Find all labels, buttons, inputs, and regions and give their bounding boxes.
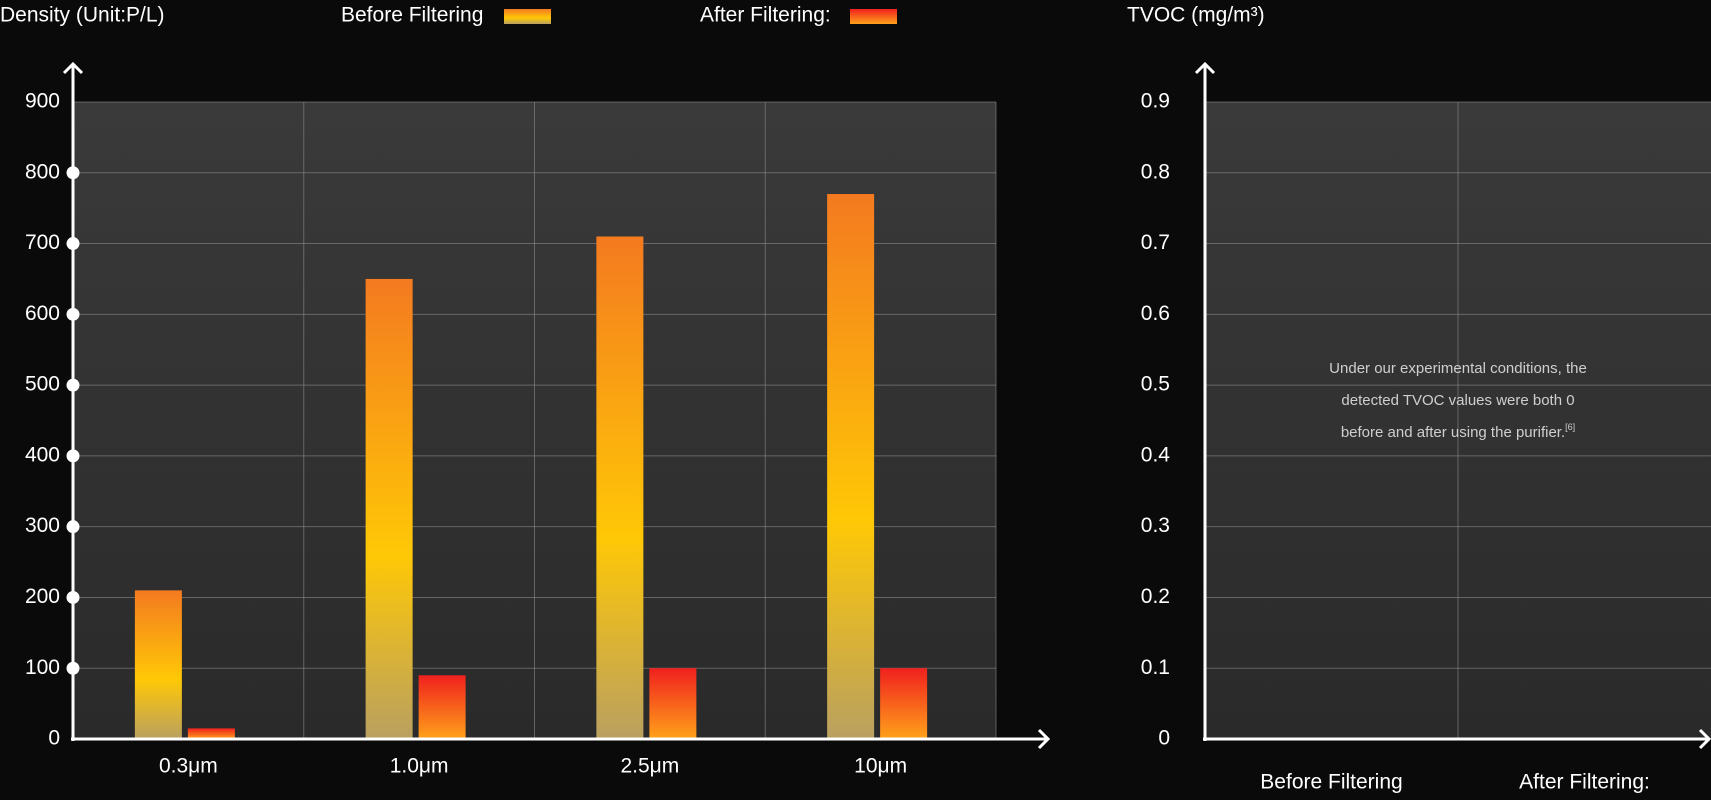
y-tick-label: 0 — [48, 727, 60, 750]
annotation-line: before and after using the purifier. — [1341, 424, 1565, 441]
charts: Density (Unit:P/L) 0 100 200 300 400 500 600 700… — [0, 4, 1711, 794]
x-tick-label: Before Filtering — [1260, 771, 1402, 794]
tick-dot — [66, 307, 80, 321]
tick-dot — [66, 166, 80, 180]
tick-dot — [66, 590, 80, 604]
bar — [365, 278, 413, 739]
annotation: Under our experimental conditions, the — [1329, 360, 1587, 377]
tick-dot — [66, 449, 80, 463]
y-tick-label: 0.9 — [1141, 90, 1170, 113]
x-axis — [71, 728, 1051, 750]
legend-swatch — [850, 9, 897, 24]
y-tick-label: 0.5 — [1141, 373, 1170, 396]
bar — [827, 194, 875, 739]
y-tick-label: 0.1 — [1141, 656, 1170, 679]
y-tick-label: 0.7 — [1141, 231, 1170, 254]
legend-label: After Filtering: — [700, 4, 831, 27]
y-tick-label: 500 — [25, 373, 60, 396]
y-tick-label: 900 — [25, 90, 60, 113]
y-tick-label: 0.3 — [1141, 514, 1170, 537]
x-tick-label: After Filtering: — [1519, 771, 1650, 794]
legend-swatch — [504, 9, 551, 24]
y-tick-label: 200 — [25, 585, 60, 608]
chart-title: TVOC (mg/m³) — [1127, 4, 1265, 27]
y-tick-label: 400 — [25, 443, 60, 466]
annotation: detected TVOC values were both 0 — [1341, 392, 1574, 409]
bar — [134, 590, 182, 739]
y-tick-label: 0.2 — [1141, 585, 1170, 608]
legend-label: Before Filtering — [341, 4, 483, 27]
y-tick-label: 0.4 — [1141, 443, 1171, 466]
tick-dot — [66, 378, 80, 392]
x-tick-label: 0.3μm — [159, 755, 218, 778]
bar — [187, 728, 235, 739]
bar — [596, 236, 644, 739]
y-tick-label: 0 — [1158, 727, 1170, 750]
x-tick-label: 2.5μm — [620, 755, 679, 778]
tick-dot — [66, 237, 80, 251]
y-tick-label: 0.6 — [1141, 302, 1170, 325]
y-tick-label: 600 — [25, 302, 60, 325]
y-tick-label: 800 — [25, 160, 60, 183]
x-tick-label: 1.0μm — [390, 755, 449, 778]
annotation-ref: [6] — [1565, 422, 1575, 432]
bar — [418, 675, 466, 739]
tick-dot — [66, 520, 80, 534]
tick-dot — [66, 661, 80, 675]
y-tick-label: 0.8 — [1141, 160, 1170, 183]
y-tick-label: 300 — [25, 514, 60, 537]
x-tick-label: 10μm — [854, 755, 907, 778]
y-tick-label: 700 — [25, 231, 60, 254]
bar — [649, 668, 697, 739]
y-axis — [1194, 61, 1216, 741]
chart-title: Density (Unit:P/L) — [0, 4, 165, 27]
bar — [880, 668, 928, 739]
annotation: before and after using the purifier.[6] — [1341, 422, 1575, 441]
x-axis — [1203, 728, 1711, 750]
y-tick-label: 100 — [25, 656, 60, 679]
